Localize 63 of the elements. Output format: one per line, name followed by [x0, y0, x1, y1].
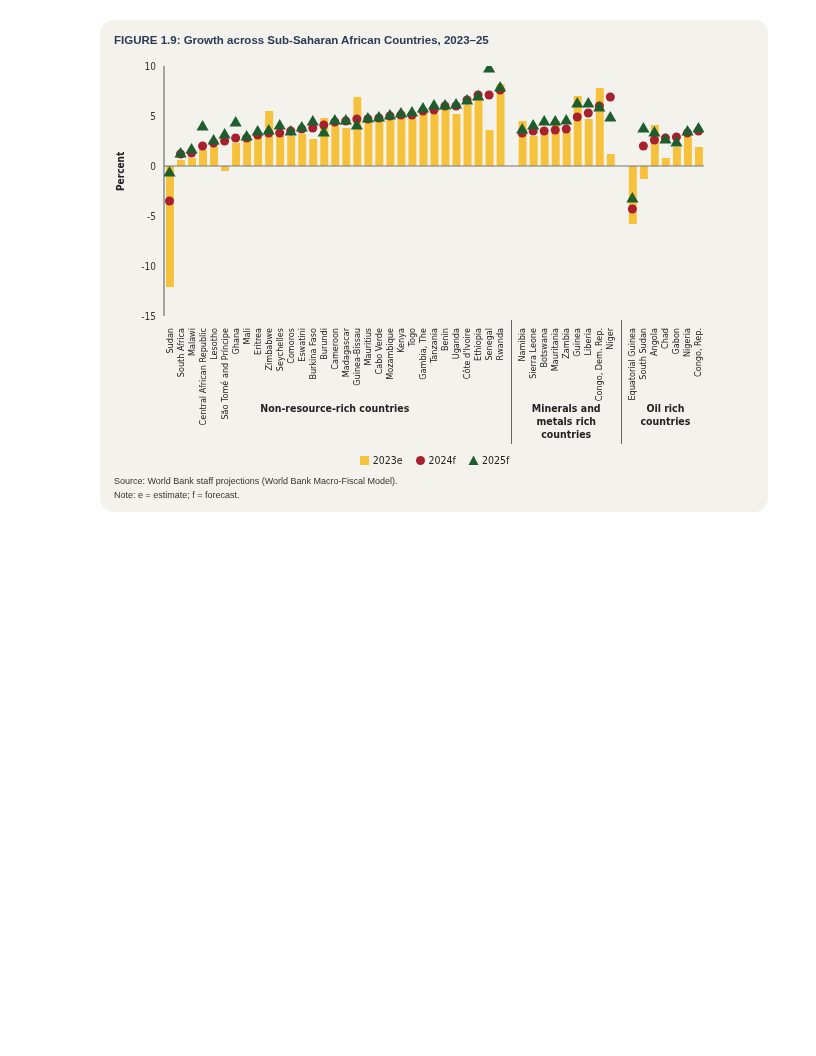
x-tick-label: Angola: [649, 327, 660, 356]
x-tick-label: Zimbabwe: [263, 328, 274, 371]
x-tick-label: Zambia: [561, 327, 572, 359]
x-tick-label: Mozambique: [384, 328, 395, 380]
x-tick-label: Lesotho: [208, 327, 219, 360]
x-tick-label: Eritrea: [252, 327, 263, 355]
x-tick-label: Mauritius: [362, 328, 373, 366]
y-tick-label: -10: [141, 260, 157, 272]
x-tick-label: Chad: [660, 328, 671, 349]
source-note: Source: World Bank staff projections (World Bank Macro-Fiscal Model).: [114, 475, 399, 488]
x-tick-label: Congo, Rep.: [693, 328, 704, 377]
x-tick-label: Eswatini: [296, 328, 307, 362]
x-tick-label: Burundi: [318, 328, 329, 360]
y-tick-label: -5: [147, 210, 156, 222]
x-tick-label: Seychelles: [274, 328, 285, 372]
x-tick-label: Mali: [241, 328, 252, 345]
x-tick-label: Guinea: [572, 327, 583, 357]
x-tick-label: Liberia: [583, 327, 594, 356]
x-tick-label: Madagascar: [340, 327, 351, 378]
x-tick-label: Nigeria: [682, 327, 693, 357]
legend-label: 2023e: [371, 454, 403, 466]
legend-label: 2024f: [427, 454, 456, 466]
x-tick-label: Cameroon: [329, 328, 340, 370]
x-tick-label: Gambia, The: [417, 327, 428, 380]
x-tick-label: Tanzania: [429, 327, 439, 365]
x-tick-label: Burkina Faso: [307, 327, 318, 380]
x-tick-label: South Africa: [175, 327, 186, 378]
x-tick-label: Senegal: [484, 328, 495, 361]
x-tick-label: Cabo Verde: [373, 327, 384, 375]
x-tick-label: Namibia: [517, 327, 528, 362]
x-tick-label: Ghana: [230, 327, 241, 355]
x-tick-label: Central African Republic: [197, 328, 208, 426]
text: Oil rich countries: [639, 402, 692, 428]
x-tick-label: Malawi: [186, 328, 197, 357]
x-tick-label: Ethiopia: [473, 327, 484, 361]
x-tick-label: Sierra Leone: [528, 327, 539, 379]
x-tick-label: Benin: [440, 328, 451, 352]
text: Non-resource-rich countries: [260, 402, 410, 414]
x-tick-label: Kenya: [395, 327, 406, 353]
x-tick-label: South Sudan: [638, 328, 649, 380]
text: Minerals and metals rich countries: [530, 402, 602, 441]
x-tick-label: Comoros: [285, 328, 296, 364]
x-tick-label: Mauritania: [550, 327, 561, 372]
x-tick-label: Côte d'Ivoire: [462, 327, 473, 380]
x-tick-label: Togo: [406, 327, 417, 348]
x-tick-label: Uganda: [451, 327, 462, 360]
x-tick-label: Botswana: [539, 327, 550, 368]
y-tick-label: 5: [150, 110, 156, 122]
x-tick-label: Niger: [605, 327, 616, 350]
y-tick-label: 10: [144, 60, 157, 72]
text: Note: e = estimate; f = forecast.: [114, 489, 241, 502]
x-tick-label: Equatorial Guinea: [627, 327, 638, 401]
x-tick-label: Congo, Dem. Rep.: [594, 328, 605, 402]
x-tick-label: Sudan: [164, 328, 175, 354]
y-tick-label: 0: [150, 160, 157, 172]
chart-title: FIGURE 1.9: Growth across Sub-Saharan African Countries, 2023–25: [114, 34, 490, 46]
x-tick-label: Gabon: [671, 328, 682, 355]
y-tick-label: -15: [141, 310, 156, 322]
x-tick-label: São Tomé and Príncipe: [219, 328, 230, 420]
legend-label: 2025f: [480, 454, 510, 466]
y-axis-title: Percent: [114, 151, 126, 191]
x-tick-label: Rwanda: [495, 327, 506, 361]
x-tick-label: Guinea-Bissau: [351, 328, 362, 386]
